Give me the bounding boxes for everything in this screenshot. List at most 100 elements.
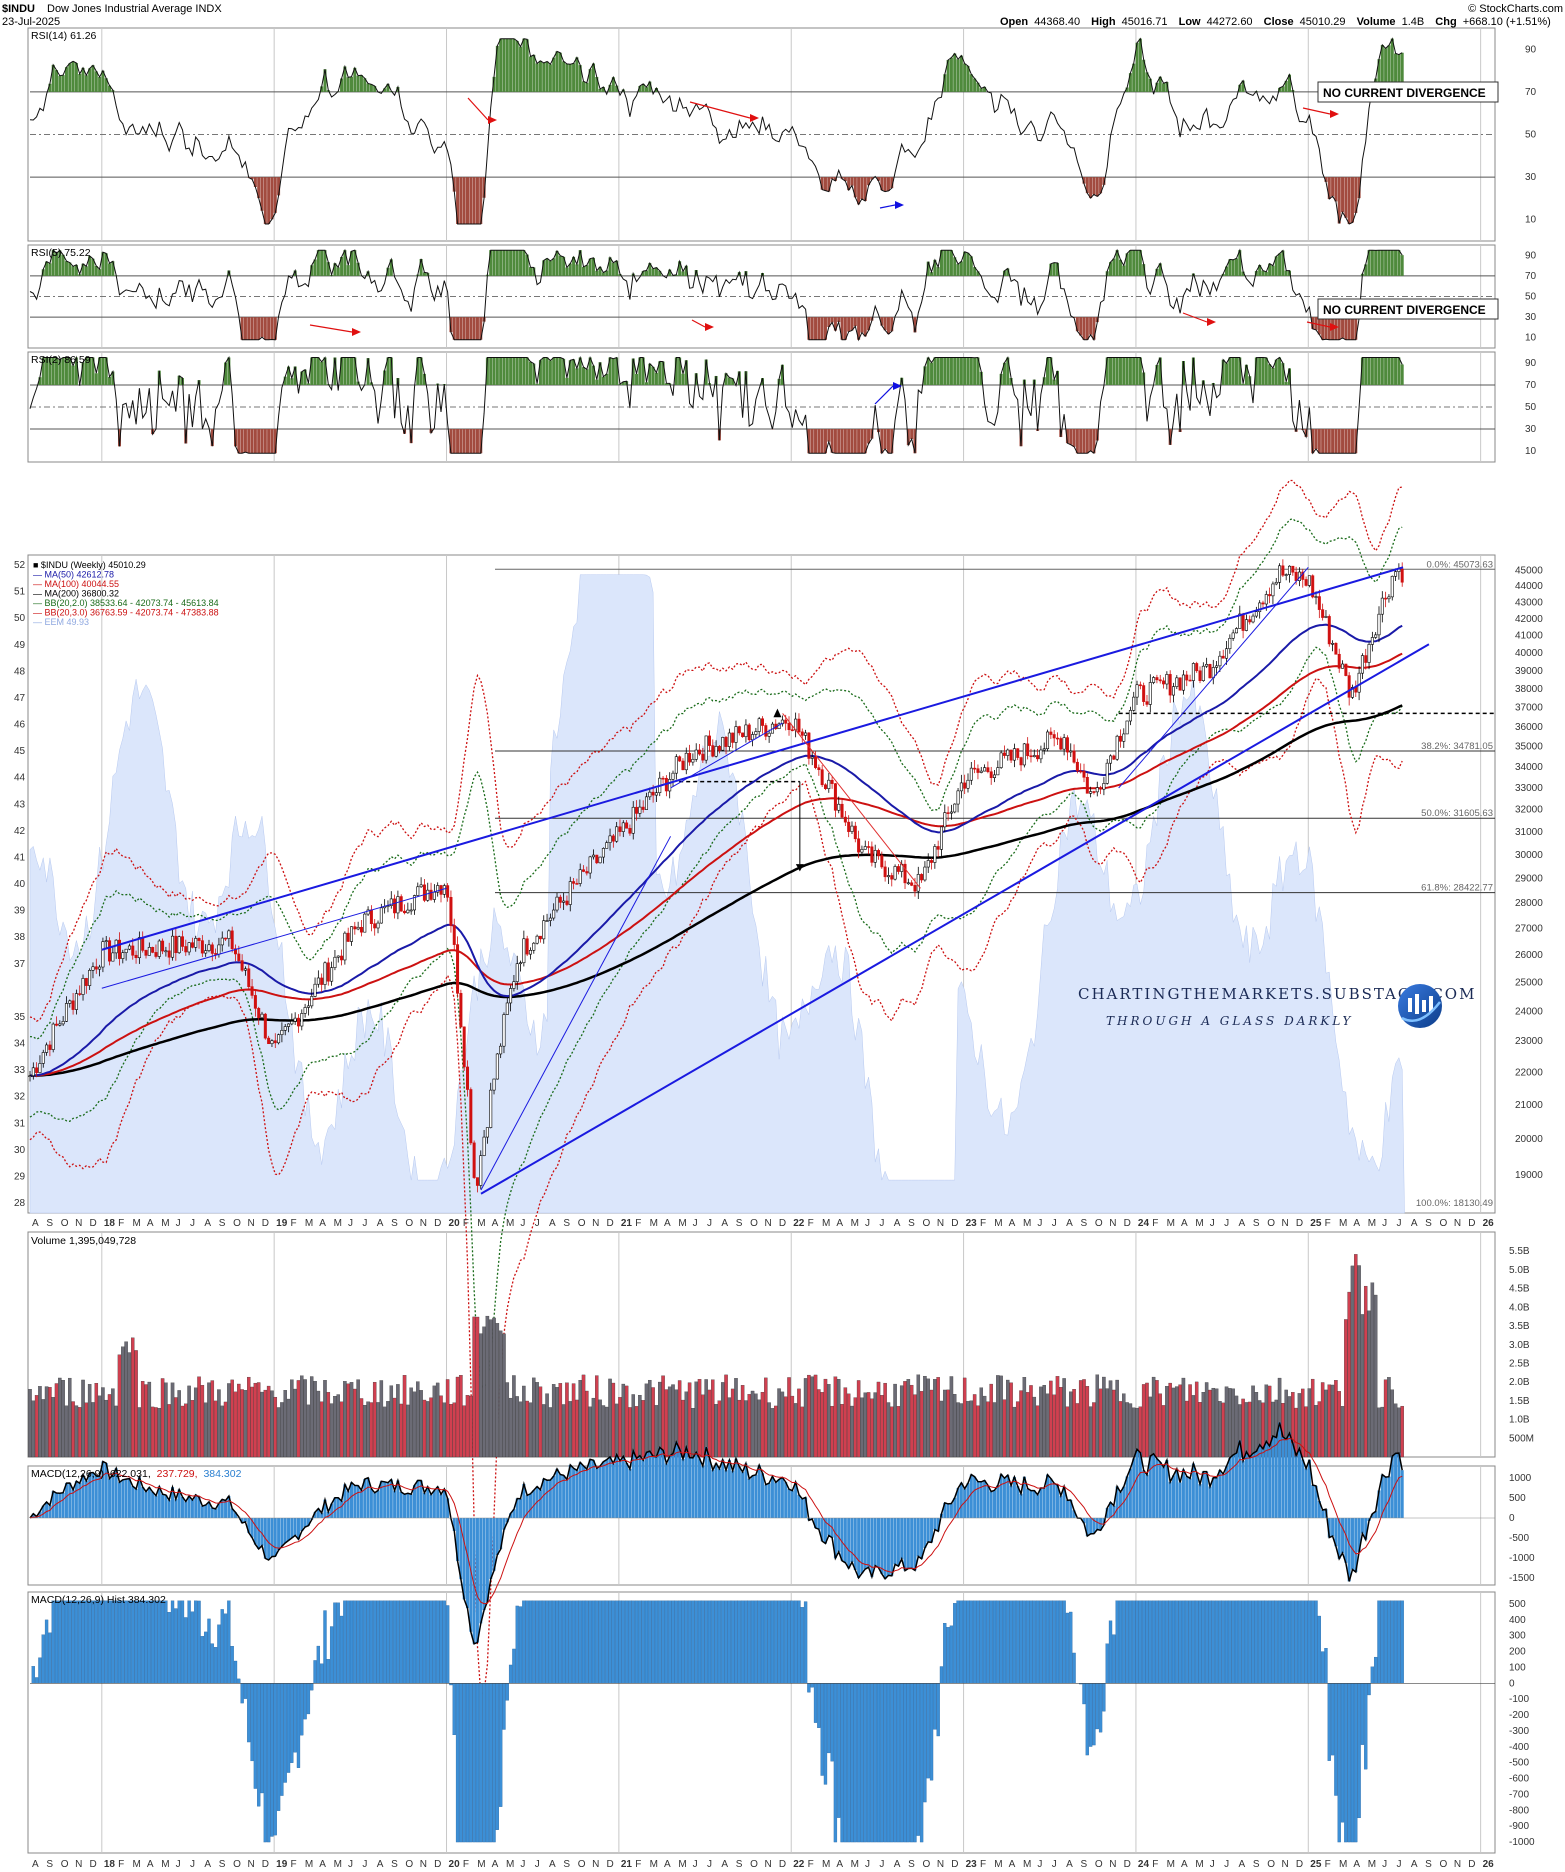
divergence-arrow-icon — [488, 116, 497, 124]
candle-body — [1215, 665, 1219, 668]
x-axis-month: N — [592, 1859, 599, 1870]
trend-channel-line — [480, 643, 1430, 1195]
x-axis-month: A — [32, 1859, 39, 1870]
volume-bar — [34, 1395, 39, 1458]
macd-bar — [671, 1453, 675, 1518]
volume-bar — [1062, 1378, 1066, 1458]
hist-bar — [608, 1600, 612, 1684]
candle-body — [870, 846, 874, 863]
volume-bar — [813, 1374, 818, 1458]
macd-bar — [161, 1494, 165, 1518]
hist-bar — [1002, 1600, 1007, 1684]
macd-bar — [1241, 1460, 1245, 1518]
hist-bar — [406, 1600, 410, 1684]
volume-bar — [744, 1400, 748, 1458]
x-axis-month: O — [1440, 1218, 1448, 1229]
candle-body — [1334, 642, 1338, 655]
hist-bar — [117, 1600, 122, 1684]
hist-bar — [943, 1623, 947, 1684]
macd-bar — [64, 1483, 68, 1518]
macd-bar — [863, 1518, 867, 1570]
macd-tick: -1000 — [1509, 1553, 1535, 1564]
volume-bar — [919, 1391, 924, 1458]
macd-bar — [81, 1474, 85, 1518]
volume-bar — [628, 1407, 632, 1458]
volume-bar — [1320, 1382, 1325, 1458]
macd-bar — [1145, 1474, 1149, 1518]
candle-body — [1221, 655, 1225, 659]
macd-bar — [1112, 1505, 1116, 1518]
hist-bar — [1135, 1600, 1139, 1684]
divergence-line — [1302, 107, 1331, 115]
volume-bar — [38, 1386, 42, 1458]
x-axis-month: A — [147, 1218, 154, 1229]
macd-bar — [412, 1485, 416, 1518]
hist-bar — [1195, 1600, 1199, 1684]
candle-body — [131, 945, 135, 956]
x-axis-month: N — [1282, 1859, 1289, 1870]
macd-bar — [98, 1476, 102, 1518]
hist-bar — [1035, 1600, 1040, 1684]
price-tick: 28000 — [1515, 898, 1543, 909]
volume-bar — [144, 1384, 148, 1458]
hist-tick: 0 — [1509, 1678, 1515, 1689]
divergence-line — [1182, 312, 1208, 323]
hist-bar — [157, 1600, 161, 1684]
x-axis-month: O — [578, 1218, 586, 1229]
volume-bar — [1015, 1401, 1020, 1458]
volume-bar — [969, 1400, 974, 1458]
volume-bar — [943, 1389, 947, 1458]
volume-bar — [1360, 1314, 1365, 1458]
volume-bar — [512, 1375, 516, 1458]
volume-bar — [1052, 1394, 1056, 1458]
hist-bar — [707, 1600, 712, 1684]
macd-bar — [439, 1494, 443, 1518]
macd-bar — [1165, 1460, 1169, 1518]
x-axis-year: 24 — [1138, 1218, 1150, 1229]
volume-bar — [243, 1390, 248, 1458]
volume-bar — [774, 1405, 778, 1458]
eem-tick: 32 — [14, 1092, 26, 1103]
macd-bar — [528, 1493, 532, 1518]
hist-bar — [34, 1677, 39, 1684]
hist-bar — [863, 1683, 867, 1843]
volume-bar — [492, 1317, 496, 1458]
hist-bar — [585, 1600, 589, 1684]
hist-bar — [1201, 1600, 1205, 1684]
candle-body — [267, 1037, 271, 1045]
candle-body — [1109, 755, 1113, 764]
hist-bar — [939, 1666, 944, 1684]
x-axis-month: F — [808, 1859, 814, 1870]
hist-bar — [668, 1600, 672, 1684]
x-axis-month: M — [678, 1859, 686, 1870]
stat-volume-value: 1.4B — [1402, 16, 1425, 28]
macd-bar — [568, 1464, 572, 1518]
hist-bar — [38, 1657, 42, 1684]
x-axis-month: N — [937, 1859, 944, 1870]
rsi14-line — [29, 37, 1403, 225]
divergence-arrow-icon — [750, 114, 759, 122]
hist-bar — [432, 1600, 437, 1684]
macd-bar — [296, 1518, 300, 1540]
hist-bar — [402, 1600, 407, 1684]
macd-bar — [661, 1450, 665, 1518]
hist-bar — [1105, 1643, 1109, 1684]
hist-bar — [1062, 1600, 1066, 1684]
hist-bar — [346, 1600, 350, 1684]
hist-bar — [230, 1646, 234, 1684]
volume-bar — [966, 1401, 970, 1458]
hist-bar — [697, 1600, 702, 1684]
volume-bar — [1350, 1265, 1355, 1458]
x-axis-month: A — [836, 1859, 843, 1870]
volume-bar — [1141, 1384, 1146, 1458]
macd-bar — [1264, 1441, 1268, 1518]
macd-bar — [877, 1518, 881, 1568]
candle-body — [403, 910, 407, 914]
macd-bar — [429, 1494, 433, 1518]
eem-tick: 45 — [14, 746, 26, 757]
macd-bar — [804, 1497, 808, 1518]
volume-bar — [1158, 1393, 1162, 1458]
x-axis-month: A — [894, 1218, 901, 1229]
candle-body — [253, 995, 257, 1009]
